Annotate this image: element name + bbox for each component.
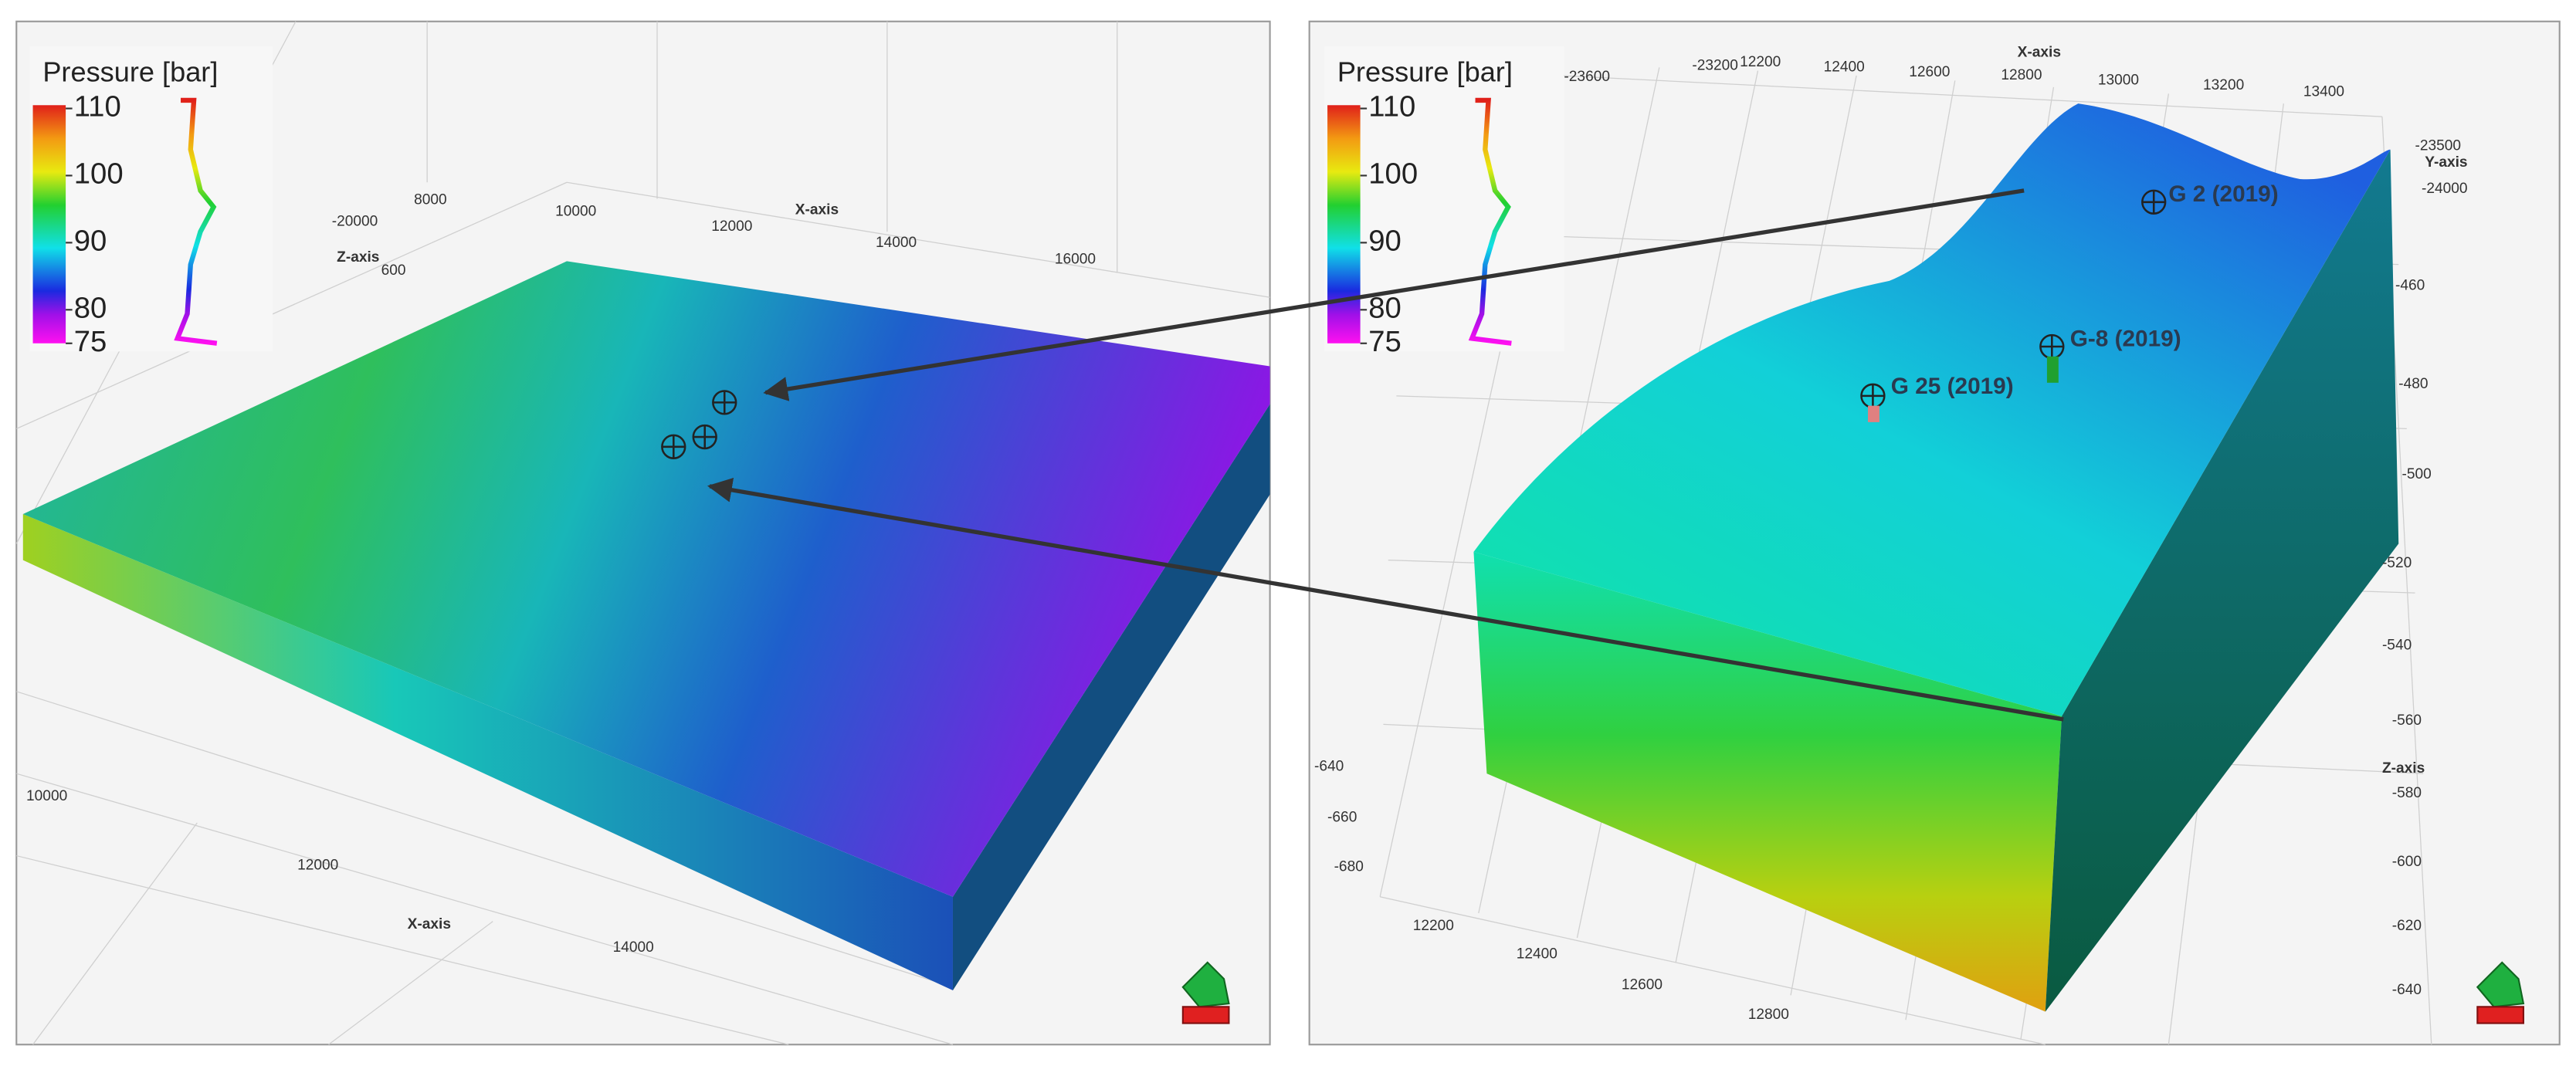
well-bar bbox=[2046, 356, 2059, 383]
colorbar bbox=[32, 105, 66, 343]
axis-tick-label: 13400 bbox=[2303, 83, 2344, 100]
axis-label: Z-axis bbox=[337, 249, 379, 266]
axis-label: X-axis bbox=[795, 201, 839, 218]
axis-tick-label: 12400 bbox=[1517, 946, 1557, 962]
block-side bbox=[952, 404, 1270, 991]
axis-tick-label: -23200 bbox=[1692, 57, 1738, 73]
histogram bbox=[1468, 97, 1512, 346]
legend-left bbox=[29, 46, 273, 352]
well-label: G 25 (2019) bbox=[1891, 374, 2014, 399]
block-front bbox=[22, 514, 953, 991]
legend-tick-label: 80 bbox=[1368, 291, 1402, 324]
legend-tick-label: 75 bbox=[1368, 325, 1402, 358]
block-side bbox=[2045, 149, 2399, 1012]
axis-tick-label: 600 bbox=[381, 262, 406, 279]
legend-title: Pressure [bar] bbox=[42, 56, 218, 87]
axis-label: Y-axis bbox=[2425, 154, 2467, 171]
axis-tick-label: 12000 bbox=[711, 218, 752, 235]
axis-tick-label: 12800 bbox=[2001, 67, 2042, 83]
axis-tick-label: 10000 bbox=[555, 204, 596, 220]
arrow bbox=[707, 478, 2064, 722]
axis-tick-label: -500 bbox=[2401, 466, 2431, 482]
legend-title: Pressure [bar] bbox=[1337, 56, 1513, 87]
arrow bbox=[763, 188, 2025, 401]
legend-tick-label: 90 bbox=[74, 224, 107, 257]
axis-tick-label: 12200 bbox=[1740, 54, 1781, 70]
axis-tick-label: 8000 bbox=[414, 192, 447, 208]
orientation-icon bbox=[2476, 961, 2525, 1024]
axis-tick-label: 16000 bbox=[1055, 251, 1096, 267]
axis-tick-label: -520 bbox=[2382, 555, 2412, 571]
axis-label: Z-axis bbox=[2382, 760, 2425, 777]
legend-tick-label: 90 bbox=[1368, 224, 1402, 257]
axis-tick-label: -460 bbox=[2395, 277, 2425, 293]
axis-tick-label: -20000 bbox=[332, 213, 378, 229]
legend-tick-label: 110 bbox=[1368, 90, 1415, 124]
axis-tick-label: 12600 bbox=[1909, 64, 1950, 80]
well-markers bbox=[661, 390, 737, 459]
histogram bbox=[174, 97, 218, 346]
legend-right bbox=[1324, 46, 1564, 352]
well-markers bbox=[1860, 189, 2167, 409]
axis-tick-label: -620 bbox=[2392, 918, 2422, 934]
block-top bbox=[22, 261, 1270, 897]
axis-tick-label: 12600 bbox=[1622, 977, 1663, 993]
axis-tick-label: -23500 bbox=[2415, 138, 2461, 154]
axis-tick-label: 13000 bbox=[2098, 72, 2139, 88]
axis-tick-label: 12800 bbox=[1748, 1007, 1789, 1023]
axis-tick-label: -600 bbox=[2392, 854, 2422, 870]
orientation-icon bbox=[1181, 961, 1230, 1024]
axis-tick-label: -23600 bbox=[1564, 69, 1610, 85]
axis-tick-label: 12000 bbox=[297, 857, 338, 873]
block-front bbox=[1473, 551, 2062, 1012]
legend-tick-label: 80 bbox=[74, 291, 107, 324]
well-label: G-8 (2019) bbox=[2070, 326, 2181, 351]
axis-label: X-axis bbox=[2018, 44, 2061, 60]
legend-tick-label: 75 bbox=[74, 325, 107, 358]
well-label: G 2 (2019) bbox=[2168, 181, 2278, 207]
axis-label: X-axis bbox=[408, 916, 451, 932]
axis-tick-label: -640 bbox=[2392, 982, 2422, 998]
colorbar bbox=[1327, 105, 1361, 343]
axis-tick-label: 13200 bbox=[2203, 77, 2244, 93]
legend-tick-label: 100 bbox=[74, 157, 124, 191]
axis-tick-label: -660 bbox=[1327, 810, 1357, 826]
well-bar bbox=[1868, 405, 1879, 422]
legend-tick-label: 110 bbox=[74, 90, 121, 124]
axis-tick-label: -640 bbox=[1314, 759, 1344, 775]
axis-tick-label: -580 bbox=[2392, 785, 2422, 801]
legend-tick-label: 100 bbox=[1368, 157, 1418, 191]
axis-tick-label: -480 bbox=[2398, 376, 2428, 392]
axis-tick-label: 14000 bbox=[613, 939, 654, 956]
axis-tick-label: -24000 bbox=[2422, 181, 2468, 197]
axis-tick-label: 14000 bbox=[876, 235, 917, 251]
axis-tick-label: 10000 bbox=[26, 788, 67, 804]
axis-tick-label: -540 bbox=[2382, 637, 2412, 653]
grid-left bbox=[15, 21, 1270, 1045]
axis-tick-label: 12200 bbox=[1413, 918, 1454, 934]
axis-tick-label: -560 bbox=[2392, 712, 2422, 729]
axis-tick-label: -680 bbox=[1334, 859, 1364, 875]
axis-tick-label: 12400 bbox=[1824, 59, 1865, 75]
block-top bbox=[1473, 103, 2391, 716]
